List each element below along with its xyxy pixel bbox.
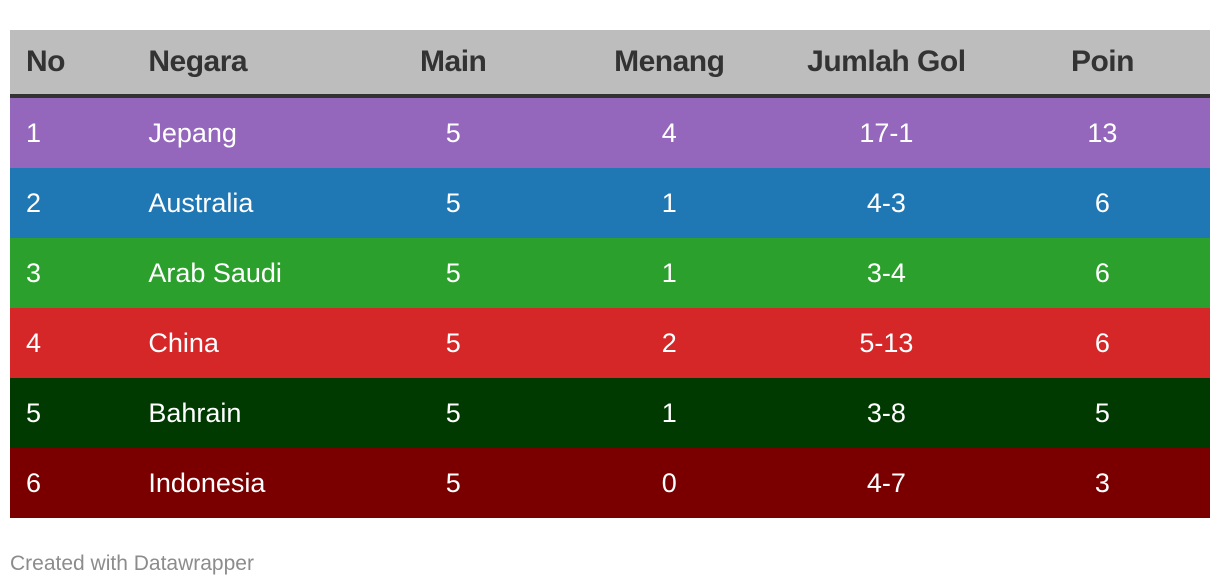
cell-negara: Australia <box>148 187 254 218</box>
cell-no: 6 <box>26 467 42 498</box>
table-row: 2 Australia 5 1 4-3 6 <box>10 168 1210 238</box>
table-row: 5 Bahrain 5 1 3-8 5 <box>10 378 1210 448</box>
datawrapper-credit: Created with Datawrapper <box>10 552 254 575</box>
cell-menang: 1 <box>661 397 677 428</box>
cell-main: 5 <box>445 117 461 148</box>
cell-jumlah-gol: 3-8 <box>866 397 906 428</box>
header-poin: Poin <box>1070 45 1135 78</box>
header-no: No <box>26 45 66 78</box>
cell-poin: 5 <box>1094 397 1110 428</box>
cell-menang: 2 <box>661 327 677 358</box>
cell-main: 5 <box>445 257 461 288</box>
cell-main: 5 <box>445 467 461 498</box>
cell-negara: Indonesia <box>148 467 266 498</box>
cell-poin: 6 <box>1094 327 1110 358</box>
cell-no: 5 <box>26 397 42 428</box>
cell-no: 2 <box>26 187 42 218</box>
table-header: No Negara Main Menang Jumlah Gol Poin <box>10 30 1210 98</box>
cell-main: 5 <box>445 187 461 218</box>
cell-menang: 0 <box>661 467 677 498</box>
cell-main: 5 <box>445 397 461 428</box>
cell-jumlah-gol: 4-7 <box>866 467 906 498</box>
standings-table: No Negara Main Menang Jumlah Gol Poin 1 … <box>10 30 1210 518</box>
cell-jumlah-gol: 3-4 <box>866 257 906 288</box>
cell-jumlah-gol: 17-1 <box>859 117 914 148</box>
table-row: 4 China 5 2 5-13 6 <box>10 308 1210 378</box>
cell-menang: 1 <box>661 257 677 288</box>
cell-negara: Arab Saudi <box>148 257 282 288</box>
cell-no: 4 <box>26 327 42 358</box>
cell-jumlah-gol: 4-3 <box>866 187 906 218</box>
table-row: 6 Indonesia 5 0 4-7 3 <box>10 448 1210 518</box>
table-row: 1 Jepang 5 4 17-1 13 <box>10 98 1210 168</box>
cell-poin: 3 <box>1094 467 1110 498</box>
header-main: Main <box>420 45 487 78</box>
cell-poin: 13 <box>1087 117 1118 148</box>
cell-main: 5 <box>445 327 461 358</box>
cell-poin: 6 <box>1094 187 1110 218</box>
header-menang: Menang <box>614 45 725 78</box>
cell-menang: 4 <box>661 117 677 148</box>
cell-no: 3 <box>26 257 42 288</box>
header-jumlah-gol: Jumlah Gol <box>807 45 966 78</box>
cell-negara: China <box>148 327 219 358</box>
cell-poin: 6 <box>1094 257 1110 288</box>
header-negara: Negara <box>148 45 248 78</box>
cell-negara: Jepang <box>148 117 237 148</box>
table-row: 3 Arab Saudi 5 1 3-4 6 <box>10 238 1210 308</box>
cell-menang: 1 <box>661 187 677 218</box>
cell-jumlah-gol: 5-13 <box>859 327 914 358</box>
cell-no: 1 <box>26 117 42 148</box>
cell-negara: Bahrain <box>148 397 242 428</box>
